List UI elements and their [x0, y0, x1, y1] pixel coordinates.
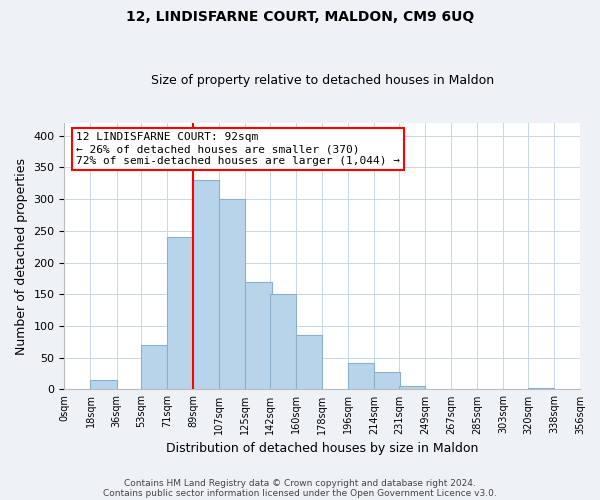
Text: Contains HM Land Registry data © Crown copyright and database right 2024.: Contains HM Land Registry data © Crown c…	[124, 478, 476, 488]
Bar	[399, 386, 425, 390]
Text: Contains public sector information licensed under the Open Government Licence v3: Contains public sector information licen…	[103, 488, 497, 498]
Bar	[528, 388, 554, 390]
Title: Size of property relative to detached houses in Maldon: Size of property relative to detached ho…	[151, 74, 494, 87]
Bar	[374, 372, 400, 390]
Bar	[220, 199, 245, 390]
Bar	[91, 380, 116, 390]
Y-axis label: Number of detached properties: Number of detached properties	[15, 158, 28, 354]
Bar	[193, 180, 220, 390]
Bar	[270, 294, 296, 390]
Bar	[348, 363, 374, 390]
Text: 12 LINDISFARNE COURT: 92sqm
← 26% of detached houses are smaller (370)
72% of se: 12 LINDISFARNE COURT: 92sqm ← 26% of det…	[76, 132, 400, 166]
X-axis label: Distribution of detached houses by size in Maldon: Distribution of detached houses by size …	[166, 442, 478, 455]
Bar	[141, 345, 167, 390]
Bar	[167, 237, 193, 390]
Bar	[245, 282, 272, 390]
Bar	[296, 336, 322, 390]
Text: 12, LINDISFARNE COURT, MALDON, CM9 6UQ: 12, LINDISFARNE COURT, MALDON, CM9 6UQ	[126, 10, 474, 24]
